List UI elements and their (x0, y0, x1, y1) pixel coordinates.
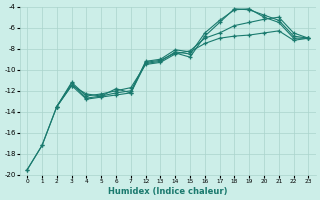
X-axis label: Humidex (Indice chaleur): Humidex (Indice chaleur) (108, 187, 228, 196)
